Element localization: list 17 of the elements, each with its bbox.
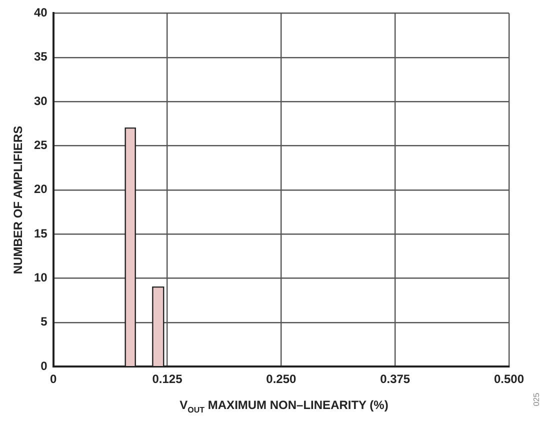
x-tick-label: 0 — [50, 372, 58, 386]
x-tick-label: 0.500 — [494, 372, 524, 386]
y-tick-label: 30 — [34, 94, 48, 108]
y-tick-label: 5 — [40, 314, 48, 329]
y-tick-label: 15 — [34, 226, 48, 240]
y-tick-label: 0 — [40, 358, 48, 373]
y-tick-label: 25 — [34, 138, 48, 152]
y-tick-label: 40 — [34, 6, 48, 20]
text: 025 — [532, 392, 541, 406]
y-tick-label: 20 — [34, 182, 48, 196]
x-tick-label: 0.375 — [380, 372, 410, 386]
x-tick-label: 0.125 — [152, 372, 183, 386]
y-axis-title: NUMBER OF AMPLIFIERS — [11, 126, 25, 274]
x-axis-title: V$_{OUT}$ MAXIMUM NON–LINEARITY (%) — [180, 398, 388, 414]
x-tick-label: 0.250 — [266, 372, 297, 386]
y-tick-label: 10 — [34, 270, 48, 285]
y-tick-label: 35 — [34, 50, 48, 64]
